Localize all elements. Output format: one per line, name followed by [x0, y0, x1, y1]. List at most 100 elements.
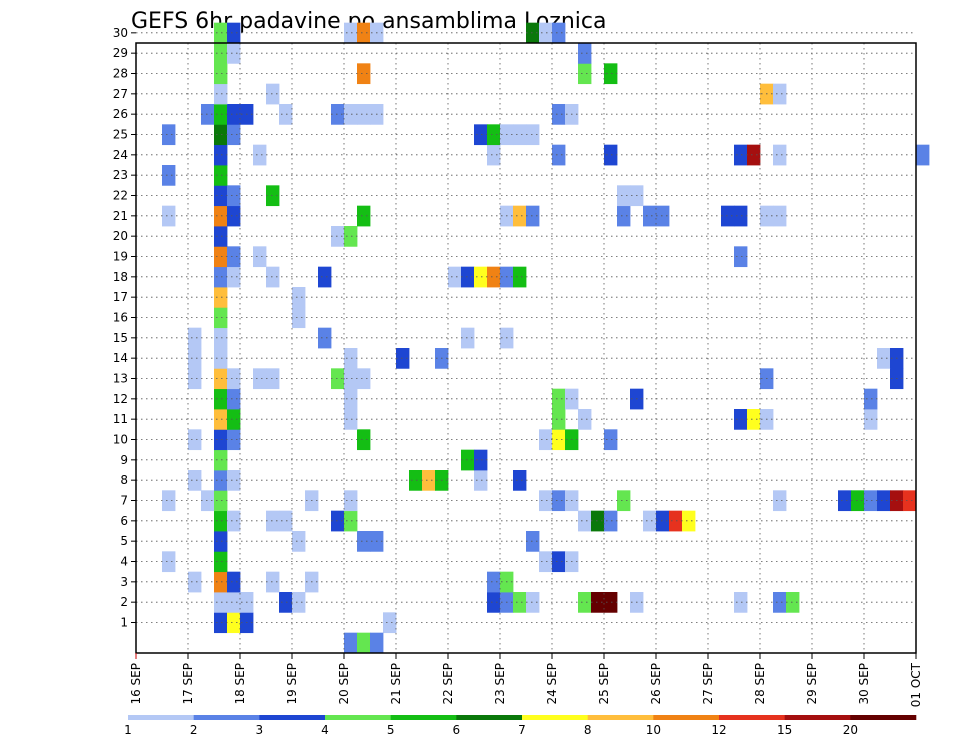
- y-tick-label: 29: [113, 46, 128, 60]
- x-tick-label: 29 SEP: [805, 663, 819, 705]
- heat-cell: [396, 348, 410, 369]
- heat-cell: [344, 510, 358, 532]
- heat-cell: [279, 592, 293, 613]
- heat-cell: [474, 449, 488, 471]
- heat-cell: [773, 592, 787, 613]
- heat-cell: [227, 510, 241, 532]
- heat-cell: [474, 124, 488, 146]
- heat-cell: [227, 612, 241, 634]
- heat-cell: [214, 490, 228, 512]
- y-tick-label: 21: [113, 209, 128, 223]
- heat-cell: [162, 124, 176, 146]
- heat-cell: [266, 266, 280, 288]
- heat-cell: [552, 388, 566, 410]
- heat-cell: [344, 226, 358, 247]
- heat-cell: [266, 510, 280, 532]
- heat-cell: [539, 551, 553, 573]
- heat-cell: [214, 510, 228, 532]
- x-tick-label: 20 SEP: [337, 663, 351, 705]
- heat-cell: [513, 124, 527, 146]
- heat-cell: [513, 266, 527, 288]
- y-tick-label: 26: [113, 107, 128, 121]
- heat-cell: [227, 388, 241, 410]
- heat-cell: [214, 551, 228, 573]
- y-tick-label: 2: [120, 595, 128, 609]
- heat-cell: [461, 449, 475, 471]
- y-tick-label: 8: [120, 473, 128, 487]
- colorbar-label: 4: [321, 723, 329, 737]
- colorbar-label: 20: [843, 723, 858, 737]
- heat-cell: [214, 124, 228, 146]
- y-axis: 1234567891011121314151617181920212223242…: [113, 26, 136, 630]
- heat-cell: [318, 266, 332, 288]
- heat-cell: [474, 470, 488, 491]
- x-tick-label: 17 SEP: [181, 663, 195, 705]
- heat-cell: [214, 470, 228, 491]
- heat-cell: [851, 490, 865, 512]
- heat-cell: [214, 246, 228, 268]
- heat-cell: [578, 409, 592, 430]
- heat-cell: [266, 571, 280, 593]
- heat-cell: [474, 266, 488, 288]
- x-tick-label: 24 SEP: [545, 663, 559, 705]
- colorbar-segment: [325, 715, 391, 720]
- heat-cell: [604, 429, 618, 451]
- heat-cell: [214, 205, 228, 227]
- colorbar-segment: [390, 715, 457, 720]
- colorbar-segment: [587, 715, 654, 720]
- heat-cell: [344, 368, 358, 390]
- heat-cell: [344, 409, 358, 430]
- y-tick-label: 23: [113, 168, 128, 182]
- heat-cell: [279, 104, 293, 125]
- y-tick-label: 6: [120, 514, 128, 528]
- heat-cell: [214, 327, 228, 349]
- heat-cell: [773, 83, 787, 105]
- heat-cell: [461, 327, 475, 349]
- y-tick-label: 10: [113, 433, 128, 447]
- y-tick-label: 14: [113, 351, 128, 365]
- y-tick-label: 11: [113, 412, 128, 426]
- heat-cell: [214, 571, 228, 593]
- heat-cell: [331, 368, 345, 390]
- colorbar-label: 1: [124, 723, 132, 737]
- heat-cell: [357, 368, 371, 390]
- heat-cell: [292, 307, 306, 329]
- colorbar-label: 5: [387, 723, 395, 737]
- heat-cell: [331, 104, 345, 125]
- heat-cell: [864, 388, 878, 410]
- heat-cell: [253, 144, 267, 166]
- heat-cell: [318, 327, 332, 349]
- x-tick-label: 18 SEP: [233, 663, 247, 705]
- heat-cell: [214, 185, 228, 207]
- cells-layer: [162, 22, 930, 654]
- y-tick-label: 17: [113, 290, 128, 304]
- heat-cell: [513, 470, 527, 491]
- colorbar-label: 10: [646, 723, 661, 737]
- heat-cell: [214, 226, 228, 247]
- heat-cell: [487, 266, 501, 288]
- heat-cell: [877, 490, 891, 512]
- heat-cell: [227, 470, 241, 491]
- heat-cell: [773, 144, 787, 166]
- heat-cell: [253, 246, 267, 268]
- heat-cell: [331, 510, 345, 532]
- heat-cell: [214, 287, 228, 308]
- heat-cell: [422, 470, 436, 491]
- heat-cell: [227, 409, 241, 430]
- y-tick-label: 27: [113, 87, 128, 101]
- heat-cell: [513, 205, 527, 227]
- heat-cell: [188, 368, 202, 390]
- heat-cell: [214, 144, 228, 166]
- heat-cell: [734, 246, 748, 268]
- heat-cell: [214, 266, 228, 288]
- heat-cell: [188, 348, 202, 369]
- y-tick-label: 12: [113, 392, 128, 406]
- heat-cell: [214, 429, 228, 451]
- heat-cell: [357, 22, 371, 44]
- heat-cell: [266, 83, 280, 105]
- colorbar-segment: [719, 715, 785, 720]
- heat-cell: [357, 429, 371, 451]
- heat-cell: [331, 226, 345, 247]
- heat-cell: [617, 490, 631, 512]
